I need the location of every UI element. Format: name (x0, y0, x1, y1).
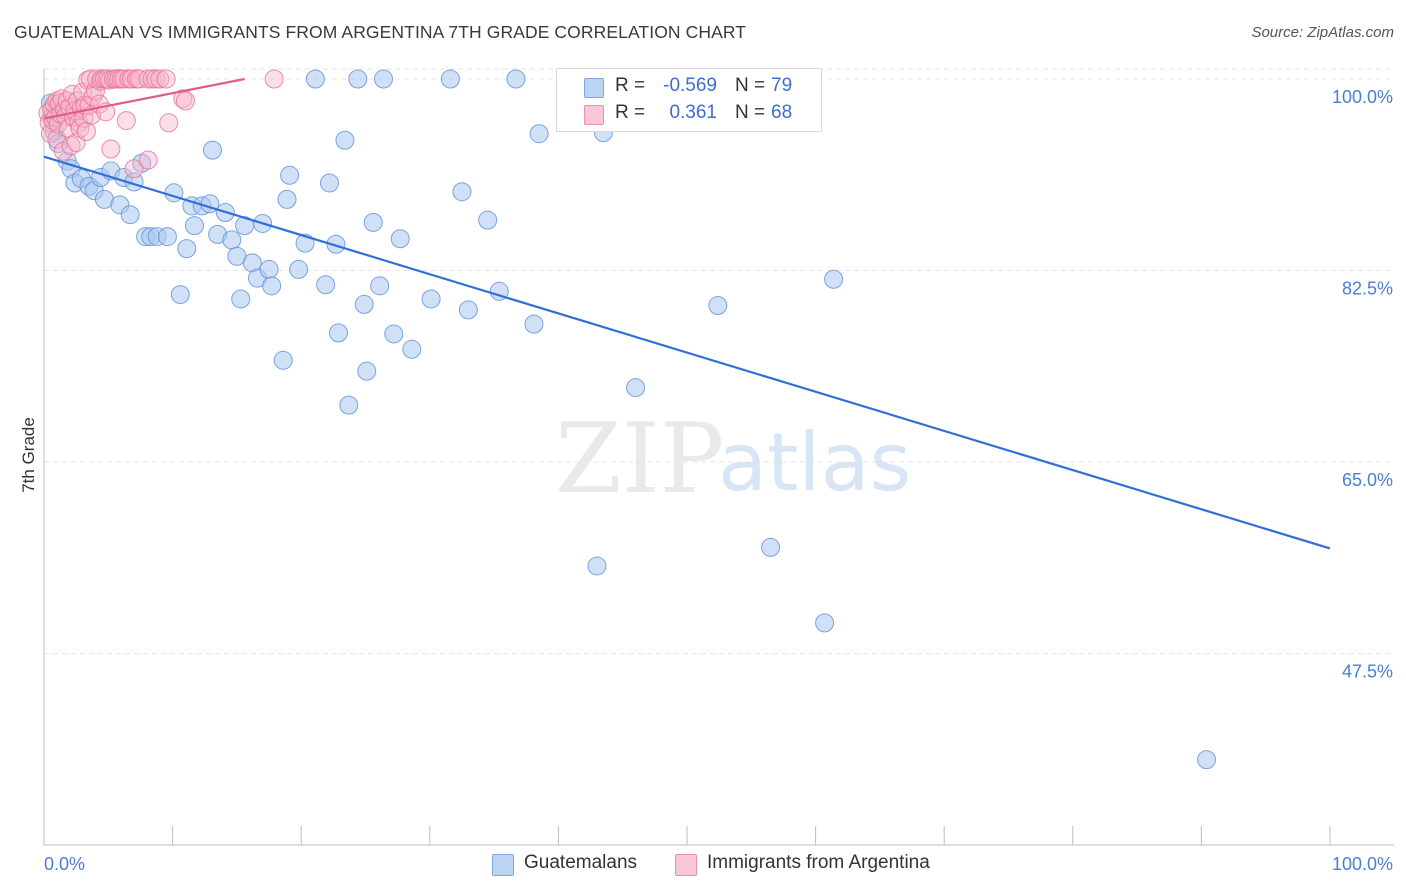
legend-r-value: 0.361 (669, 102, 717, 123)
data-point (177, 239, 197, 259)
data-point (150, 69, 170, 89)
data-point (277, 189, 297, 209)
x-tick-label-max: 100.0% (1332, 854, 1393, 874)
data-point (280, 165, 300, 185)
legend-swatch-pink (584, 105, 604, 125)
series-argentina (38, 69, 284, 179)
legend-label: Guatemalans (524, 852, 638, 873)
legend-n-label: N = (735, 75, 766, 96)
data-point (761, 537, 781, 557)
legend-r-label: R = (615, 102, 646, 123)
data-point (370, 276, 390, 296)
data-point (173, 89, 193, 109)
legend-r-label: R = (615, 75, 646, 96)
data-point (120, 205, 140, 225)
data-point (262, 276, 282, 296)
y-tick-label: 82.5% (1342, 279, 1393, 299)
y-axis-title: 7th Grade (19, 417, 38, 493)
legend-n-label: N = (735, 102, 766, 123)
data-point (222, 230, 242, 250)
data-point (390, 229, 410, 249)
legend-n-value: 68 (771, 102, 793, 123)
data-point (587, 556, 607, 576)
trendlines (43, 77, 1331, 550)
trendline-blue (43, 155, 1331, 550)
legend-swatch-blue (492, 854, 514, 876)
data-point (363, 212, 383, 232)
y-tick-label: 65.0% (1342, 470, 1393, 490)
y-tick-label: 100.0% (1332, 87, 1393, 107)
data-point (170, 285, 190, 305)
data-point (354, 294, 374, 314)
data-point (708, 296, 728, 316)
data-point (402, 339, 422, 359)
data-point (1197, 750, 1217, 770)
data-point (452, 182, 472, 202)
tick-labels: 100.0% 82.5% 65.0% 47.5% 0.0% 100.0% (44, 87, 1393, 874)
data-point (289, 259, 309, 279)
data-point (815, 613, 835, 633)
watermark-zip: ZIP (555, 403, 724, 515)
axes (43, 69, 1394, 846)
watermark: ZIP atlas (555, 403, 911, 515)
data-point (159, 113, 179, 133)
data-point (478, 210, 498, 230)
data-point (116, 111, 136, 131)
chart-title: GUATEMALAN VS IMMIGRANTS FROM ARGENTINA … (14, 22, 747, 42)
data-point (348, 69, 368, 89)
data-point (529, 124, 549, 144)
data-point (121, 69, 141, 89)
data-point (374, 69, 394, 89)
data-point (421, 289, 441, 309)
data-point (264, 69, 284, 89)
data-point (458, 300, 478, 320)
data-point (231, 289, 251, 309)
legend-r-value: -0.569 (663, 75, 717, 96)
data-point (824, 269, 844, 289)
data-point (273, 350, 293, 370)
x-tick-label-min: 0.0% (44, 854, 85, 874)
watermark-atlas: atlas (718, 416, 911, 509)
data-point (184, 216, 204, 236)
data-point (524, 314, 544, 334)
data-point (175, 91, 195, 111)
data-point (328, 323, 348, 343)
data-point (506, 69, 526, 89)
data-point (384, 324, 404, 344)
data-point (47, 129, 67, 149)
series-legend: Guatemalans Immigrants from Argentina (0, 852, 1406, 878)
data-point (61, 136, 81, 156)
legend-row-argentina: R = 0.361 N = 68 (557, 102, 821, 128)
legend-row-guatemalans: R = -0.569 N = 79 (557, 75, 821, 101)
trendline-pink (43, 77, 245, 120)
legend-swatch-pink (675, 854, 697, 876)
data-point (326, 234, 346, 254)
data-point (339, 395, 359, 415)
data-point (316, 275, 336, 295)
stats-legend: R = -0.569 N = 79 R = 0.361 N = 68 (556, 68, 822, 132)
data-point (124, 159, 144, 179)
y-tick-label: 47.5% (1342, 662, 1393, 682)
source-label: Source: ZipAtlas.com (1251, 24, 1394, 41)
data-point (335, 130, 355, 150)
data-point (626, 378, 646, 398)
data-point (138, 150, 158, 170)
data-point (440, 69, 460, 89)
data-point (157, 227, 177, 247)
legend-label: Immigrants from Argentina (707, 852, 930, 873)
data-point (202, 140, 222, 160)
data-point (305, 69, 325, 89)
data-point (259, 259, 279, 279)
data-point (357, 361, 377, 381)
data-point (76, 122, 96, 142)
data-point (156, 69, 176, 89)
legend-n-value: 79 (771, 75, 793, 96)
data-point (101, 139, 121, 159)
data-point (319, 173, 339, 193)
legend-swatch-blue (584, 78, 604, 98)
